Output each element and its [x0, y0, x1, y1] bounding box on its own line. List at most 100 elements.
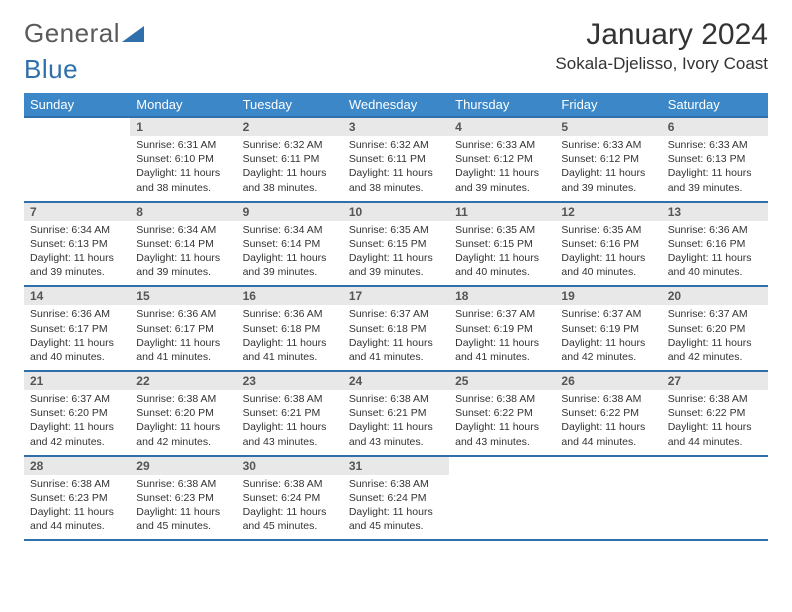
- day-number: 30: [237, 457, 343, 475]
- calendar-cell: 9Sunrise: 6:34 AMSunset: 6:14 PMDaylight…: [237, 202, 343, 287]
- day-details: Sunrise: 6:36 AMSunset: 6:17 PMDaylight:…: [24, 305, 130, 370]
- day-number: 23: [237, 372, 343, 390]
- day-number: 22: [130, 372, 236, 390]
- day-details: Sunrise: 6:37 AMSunset: 6:19 PMDaylight:…: [449, 305, 555, 370]
- day-details: Sunrise: 6:38 AMSunset: 6:23 PMDaylight:…: [130, 475, 236, 540]
- day-details: Sunrise: 6:33 AMSunset: 6:13 PMDaylight:…: [662, 136, 768, 201]
- logo-triangle-icon: [122, 18, 144, 49]
- day-number: 4: [449, 118, 555, 136]
- calendar-cell: 11Sunrise: 6:35 AMSunset: 6:15 PMDayligh…: [449, 202, 555, 287]
- day-details: Sunrise: 6:34 AMSunset: 6:13 PMDaylight:…: [24, 221, 130, 286]
- calendar-cell: [662, 456, 768, 541]
- calendar-cell: 5Sunrise: 6:33 AMSunset: 6:12 PMDaylight…: [555, 117, 661, 202]
- day-details: Sunrise: 6:35 AMSunset: 6:15 PMDaylight:…: [449, 221, 555, 286]
- weekday-header-row: SundayMondayTuesdayWednesdayThursdayFrid…: [24, 93, 768, 117]
- day-number: 9: [237, 203, 343, 221]
- calendar-week-row: 7Sunrise: 6:34 AMSunset: 6:13 PMDaylight…: [24, 202, 768, 287]
- day-number: 29: [130, 457, 236, 475]
- calendar-cell: 14Sunrise: 6:36 AMSunset: 6:17 PMDayligh…: [24, 286, 130, 371]
- calendar-week-row: 14Sunrise: 6:36 AMSunset: 6:17 PMDayligh…: [24, 286, 768, 371]
- day-details: Sunrise: 6:33 AMSunset: 6:12 PMDaylight:…: [449, 136, 555, 201]
- month-title: January 2024: [555, 18, 768, 52]
- calendar-body: 1Sunrise: 6:31 AMSunset: 6:10 PMDaylight…: [24, 117, 768, 540]
- day-details: Sunrise: 6:37 AMSunset: 6:19 PMDaylight:…: [555, 305, 661, 370]
- day-number: 12: [555, 203, 661, 221]
- calendar-cell: 31Sunrise: 6:38 AMSunset: 6:24 PMDayligh…: [343, 456, 449, 541]
- day-number: 27: [662, 372, 768, 390]
- day-details: Sunrise: 6:38 AMSunset: 6:22 PMDaylight:…: [449, 390, 555, 455]
- day-details: Sunrise: 6:32 AMSunset: 6:11 PMDaylight:…: [343, 136, 449, 201]
- day-number: 15: [130, 287, 236, 305]
- weekday-header: Wednesday: [343, 93, 449, 117]
- day-number: 3: [343, 118, 449, 136]
- calendar-cell: 4Sunrise: 6:33 AMSunset: 6:12 PMDaylight…: [449, 117, 555, 202]
- calendar-cell: 12Sunrise: 6:35 AMSunset: 6:16 PMDayligh…: [555, 202, 661, 287]
- calendar-cell: 30Sunrise: 6:38 AMSunset: 6:24 PMDayligh…: [237, 456, 343, 541]
- weekday-header: Tuesday: [237, 93, 343, 117]
- day-number: 1: [130, 118, 236, 136]
- logo: General: [24, 18, 144, 49]
- day-details: Sunrise: 6:36 AMSunset: 6:18 PMDaylight:…: [237, 305, 343, 370]
- day-details: Sunrise: 6:38 AMSunset: 6:22 PMDaylight:…: [662, 390, 768, 455]
- calendar-cell: 1Sunrise: 6:31 AMSunset: 6:10 PMDaylight…: [130, 117, 236, 202]
- calendar-table: SundayMondayTuesdayWednesdayThursdayFrid…: [24, 93, 768, 541]
- day-details: Sunrise: 6:34 AMSunset: 6:14 PMDaylight:…: [237, 221, 343, 286]
- calendar-cell: 18Sunrise: 6:37 AMSunset: 6:19 PMDayligh…: [449, 286, 555, 371]
- calendar-week-row: 28Sunrise: 6:38 AMSunset: 6:23 PMDayligh…: [24, 456, 768, 541]
- day-number: 13: [662, 203, 768, 221]
- day-number: 7: [24, 203, 130, 221]
- day-details: Sunrise: 6:35 AMSunset: 6:15 PMDaylight:…: [343, 221, 449, 286]
- day-number: 25: [449, 372, 555, 390]
- calendar-cell: [449, 456, 555, 541]
- calendar-cell: 8Sunrise: 6:34 AMSunset: 6:14 PMDaylight…: [130, 202, 236, 287]
- weekday-header: Friday: [555, 93, 661, 117]
- calendar-week-row: 21Sunrise: 6:37 AMSunset: 6:20 PMDayligh…: [24, 371, 768, 456]
- day-number: 28: [24, 457, 130, 475]
- calendar-cell: 23Sunrise: 6:38 AMSunset: 6:21 PMDayligh…: [237, 371, 343, 456]
- day-number: 24: [343, 372, 449, 390]
- calendar-cell: 19Sunrise: 6:37 AMSunset: 6:19 PMDayligh…: [555, 286, 661, 371]
- weekday-header: Thursday: [449, 93, 555, 117]
- calendar-cell: 3Sunrise: 6:32 AMSunset: 6:11 PMDaylight…: [343, 117, 449, 202]
- logo-word-1: General: [24, 18, 120, 49]
- calendar-cell: [555, 456, 661, 541]
- day-details: Sunrise: 6:37 AMSunset: 6:18 PMDaylight:…: [343, 305, 449, 370]
- day-details: Sunrise: 6:38 AMSunset: 6:24 PMDaylight:…: [343, 475, 449, 540]
- calendar-cell: 24Sunrise: 6:38 AMSunset: 6:21 PMDayligh…: [343, 371, 449, 456]
- day-number: 17: [343, 287, 449, 305]
- logo-word-2: Blue: [24, 54, 78, 85]
- calendar-cell: 26Sunrise: 6:38 AMSunset: 6:22 PMDayligh…: [555, 371, 661, 456]
- calendar-cell: 2Sunrise: 6:32 AMSunset: 6:11 PMDaylight…: [237, 117, 343, 202]
- day-number: 20: [662, 287, 768, 305]
- day-details: Sunrise: 6:33 AMSunset: 6:12 PMDaylight:…: [555, 136, 661, 201]
- day-number: 31: [343, 457, 449, 475]
- calendar-cell: 28Sunrise: 6:38 AMSunset: 6:23 PMDayligh…: [24, 456, 130, 541]
- day-number: 16: [237, 287, 343, 305]
- day-number: 10: [343, 203, 449, 221]
- calendar-cell: 13Sunrise: 6:36 AMSunset: 6:16 PMDayligh…: [662, 202, 768, 287]
- day-details: Sunrise: 6:35 AMSunset: 6:16 PMDaylight:…: [555, 221, 661, 286]
- calendar-cell: 6Sunrise: 6:33 AMSunset: 6:13 PMDaylight…: [662, 117, 768, 202]
- day-details: Sunrise: 6:37 AMSunset: 6:20 PMDaylight:…: [662, 305, 768, 370]
- calendar-cell: 10Sunrise: 6:35 AMSunset: 6:15 PMDayligh…: [343, 202, 449, 287]
- day-number: 21: [24, 372, 130, 390]
- weekday-header: Saturday: [662, 93, 768, 117]
- day-details: Sunrise: 6:32 AMSunset: 6:11 PMDaylight:…: [237, 136, 343, 201]
- calendar-cell: [24, 117, 130, 202]
- weekday-header: Monday: [130, 93, 236, 117]
- calendar-cell: 16Sunrise: 6:36 AMSunset: 6:18 PMDayligh…: [237, 286, 343, 371]
- day-details: Sunrise: 6:34 AMSunset: 6:14 PMDaylight:…: [130, 221, 236, 286]
- calendar-head: SundayMondayTuesdayWednesdayThursdayFrid…: [24, 93, 768, 117]
- day-number: 11: [449, 203, 555, 221]
- day-details: Sunrise: 6:36 AMSunset: 6:16 PMDaylight:…: [662, 221, 768, 286]
- calendar-cell: 25Sunrise: 6:38 AMSunset: 6:22 PMDayligh…: [449, 371, 555, 456]
- day-number: 5: [555, 118, 661, 136]
- day-number: 8: [130, 203, 236, 221]
- calendar-cell: 27Sunrise: 6:38 AMSunset: 6:22 PMDayligh…: [662, 371, 768, 456]
- location: Sokala-Djelisso, Ivory Coast: [555, 54, 768, 74]
- day-number: 26: [555, 372, 661, 390]
- calendar-cell: 7Sunrise: 6:34 AMSunset: 6:13 PMDaylight…: [24, 202, 130, 287]
- day-details: Sunrise: 6:37 AMSunset: 6:20 PMDaylight:…: [24, 390, 130, 455]
- calendar-week-row: 1Sunrise: 6:31 AMSunset: 6:10 PMDaylight…: [24, 117, 768, 202]
- calendar-cell: 22Sunrise: 6:38 AMSunset: 6:20 PMDayligh…: [130, 371, 236, 456]
